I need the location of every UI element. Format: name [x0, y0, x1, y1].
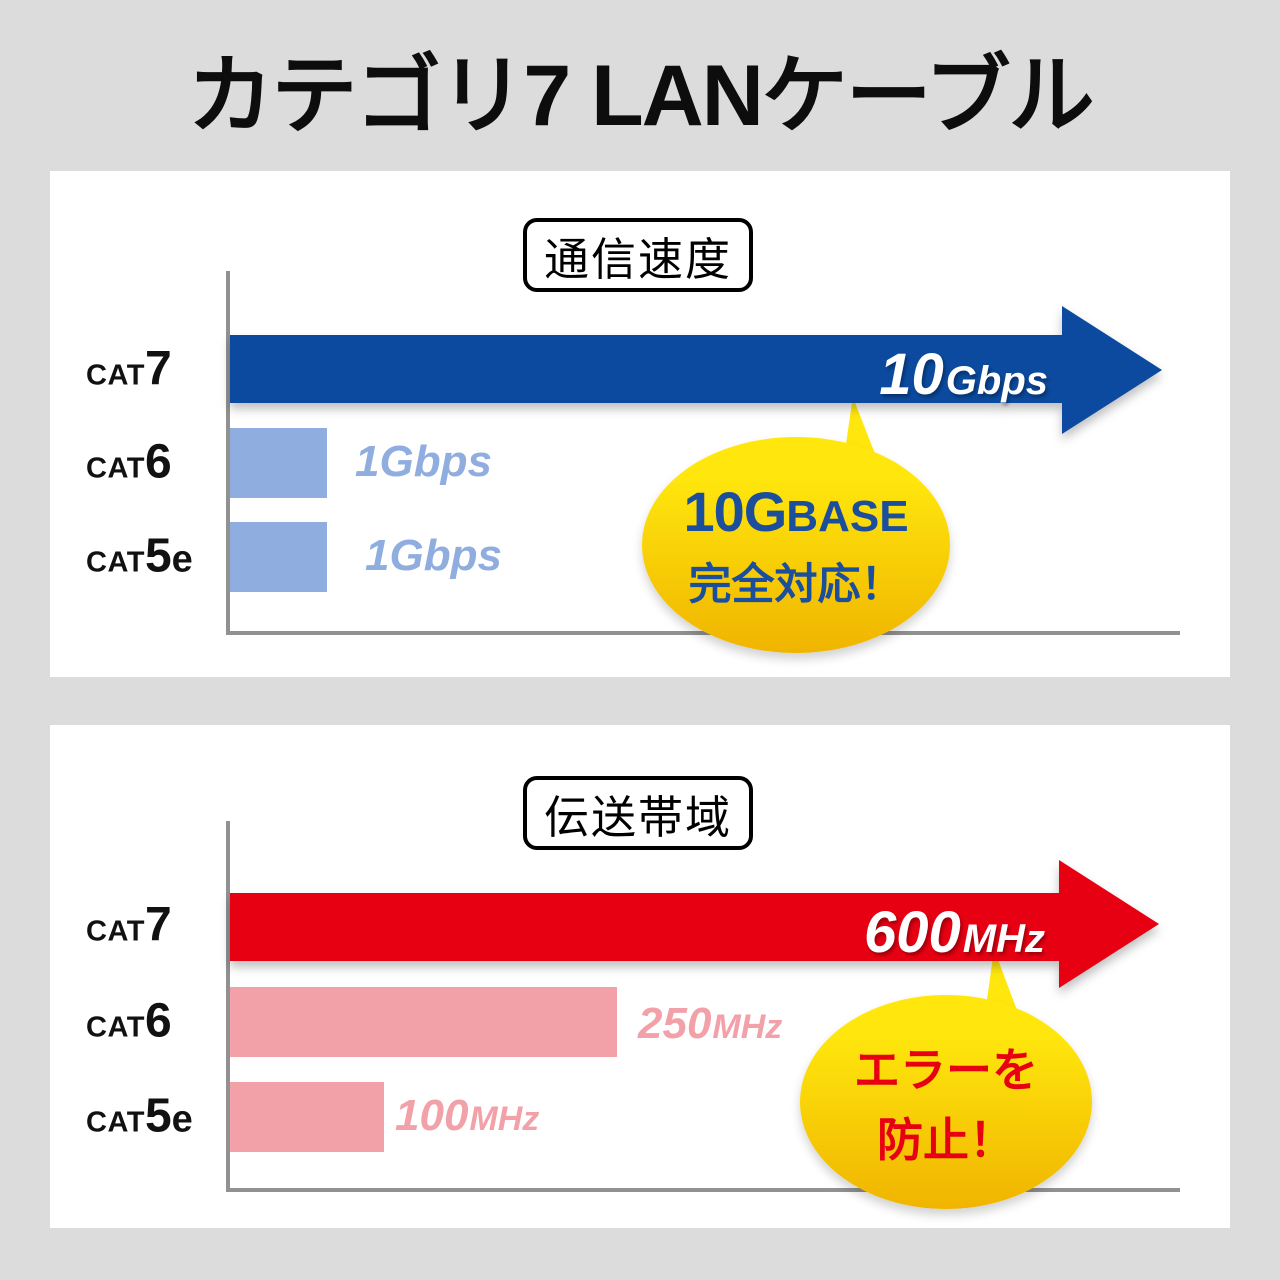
bubble-line1-small: BASE	[786, 491, 909, 541]
bandwidth-chart-title-box: 伝送帯域	[523, 776, 753, 850]
speed-cat7-bar-body: 10 Gbps	[230, 335, 1062, 404]
bandwidth-cat7-arrow-bar: 600 MHz	[230, 860, 1162, 988]
value-number: 100	[395, 1091, 469, 1141]
bubble-line1-big: 10G	[683, 479, 787, 543]
bandwidth-y-axis	[226, 821, 230, 1192]
value-unit: MHz	[712, 1008, 783, 1047]
speed-cat5e-bar	[230, 522, 327, 592]
bubble-line1: 10G BASE	[683, 479, 908, 544]
speed-x-axis	[226, 631, 1180, 635]
value-unit: Gbps	[945, 359, 1048, 403]
value-number: 10	[879, 342, 944, 407]
speed-row-label-cat7: CAT 7	[86, 341, 172, 396]
speed-y-axis	[226, 271, 230, 635]
bandwidth-chart-panel: 伝送帯域 CAT 7 600 MHz CAT 6 250 MHz CAT 5 e 100 MH…	[50, 725, 1230, 1228]
label-prefix: CAT	[86, 915, 145, 948]
label-prefix: CAT	[86, 546, 145, 579]
bubble-line2: 完全対応！	[688, 560, 904, 609]
speed-row-label-cat6: CAT 6	[86, 434, 172, 489]
bandwidth-row-label-cat6: CAT 6	[86, 993, 172, 1048]
value-number: 250	[638, 999, 712, 1049]
label-prefix: CAT	[86, 359, 145, 392]
value-unit: MHz	[469, 1100, 540, 1139]
value-number: 1Gbps	[365, 531, 502, 581]
label-number: 5	[144, 529, 172, 583]
bandwidth-cat6-value: 250 MHz	[638, 1002, 782, 1046]
bandwidth-x-axis	[226, 1188, 1180, 1192]
bubble-line2: 防止！	[877, 1114, 1015, 1166]
label-number: 6	[144, 994, 172, 1048]
label-prefix: CAT	[86, 1106, 145, 1139]
page-title: カテゴリ7 LANケーブル	[187, 48, 1094, 144]
speed-cat7-value: 10 Gbps	[879, 346, 1048, 404]
value-number: 600	[864, 900, 961, 965]
bandwidth-row-label-cat7: CAT 7	[86, 897, 172, 952]
speed-chart-title: 通信速度	[543, 233, 732, 285]
bandwidth-cat7-value: 600 MHz	[864, 904, 1045, 962]
bandwidth-row-label-cat5e: CAT 5 e	[86, 1088, 193, 1143]
speed-cat7-arrow-bar: 10 Gbps	[230, 306, 1162, 434]
speed-cat5e-value: 1Gbps	[365, 534, 503, 578]
value-number: 1Gbps	[355, 437, 492, 487]
bandwidth-cat5e-bar	[230, 1082, 384, 1152]
speed-row-label-cat5e: CAT 5 e	[86, 528, 193, 583]
speed-cat6-value: 1Gbps	[355, 440, 493, 484]
bandwidth-cat7-arrowhead	[1059, 860, 1159, 988]
label-number: 5	[144, 1089, 172, 1143]
label-suffix: e	[171, 538, 193, 581]
label-number: 7	[144, 898, 172, 952]
speed-cat6-bar	[230, 428, 327, 498]
value-unit: MHz	[962, 917, 1045, 961]
bandwidth-cat5e-value: 100 MHz	[395, 1094, 539, 1138]
bandwidth-callout-bubble: エラーを 防止！	[800, 995, 1092, 1209]
label-number: 6	[144, 435, 172, 489]
bubble-line1: エラーを	[854, 1044, 1038, 1096]
label-number: 7	[144, 342, 172, 396]
bandwidth-chart-title: 伝送帯域	[543, 791, 732, 843]
speed-chart-panel: 通信速度 CAT 7 10 Gbps CAT 6 1Gbps CAT 5 e 1Gbps …	[50, 171, 1230, 677]
label-prefix: CAT	[86, 1011, 145, 1044]
speed-callout-bubble: 10G BASE 完全対応！	[642, 437, 950, 653]
speed-cat7-arrowhead	[1062, 306, 1162, 434]
speed-chart-title-box: 通信速度	[523, 218, 753, 292]
bandwidth-cat6-bar	[230, 987, 617, 1057]
label-suffix: e	[171, 1098, 193, 1141]
label-prefix: CAT	[86, 452, 145, 485]
bandwidth-cat7-bar-body: 600 MHz	[230, 893, 1059, 962]
